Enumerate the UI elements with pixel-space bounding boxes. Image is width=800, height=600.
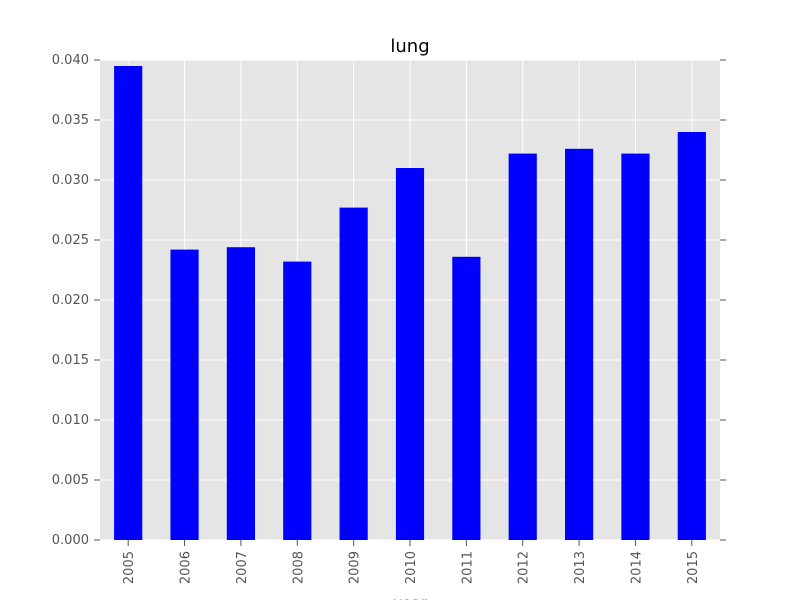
- bar-2010: [395, 168, 425, 540]
- x-tick-label: 2007: [235, 551, 250, 584]
- y-tick-label: 0.040: [52, 53, 89, 68]
- x-tick-label: 2010: [404, 551, 419, 584]
- chart-title: lung: [390, 36, 429, 57]
- x-tick-label: 2011: [460, 551, 475, 584]
- x-tick-label: 2008: [291, 551, 306, 584]
- bar-2005: [114, 66, 143, 540]
- bar-2006: [170, 249, 199, 540]
- y-tick-label: 0.015: [52, 353, 89, 368]
- bar-2008: [283, 261, 312, 540]
- bar-2015: [677, 132, 706, 540]
- tick-labels: 0.000 0.005 0.010 0.015 0.020 0.025 0.030 0.035…: [52, 53, 701, 584]
- y-tick-label: 0.020: [52, 293, 89, 308]
- bar-2009: [339, 207, 368, 540]
- x-axis-title: year: [393, 594, 427, 600]
- y-tick-label: 0.030: [52, 173, 89, 188]
- x-tick-label: 2009: [348, 551, 363, 584]
- x-tick-label: 2015: [686, 551, 701, 584]
- bar-2011: [452, 256, 481, 540]
- bar-2013: [565, 148, 594, 541]
- bar-2014: [621, 153, 650, 540]
- x-tick-label: 2013: [573, 551, 588, 584]
- bar-2012: [508, 153, 537, 540]
- y-tick-label: 0.035: [52, 113, 89, 128]
- x-tick-label: 2006: [179, 551, 194, 584]
- x-tick-label: 2014: [629, 551, 644, 584]
- x-tick-label: 2005: [122, 551, 137, 584]
- x-tick-label: 2012: [517, 551, 532, 584]
- y-tick-label: 0.000: [52, 533, 89, 548]
- bars: [114, 66, 706, 541]
- y-tick-label: 0.005: [52, 473, 89, 488]
- y-tick-label: 0.025: [52, 233, 89, 248]
- bar-2007: [226, 247, 255, 540]
- y-tick-label: 0.010: [52, 413, 89, 428]
- ticks: [94, 59, 726, 546]
